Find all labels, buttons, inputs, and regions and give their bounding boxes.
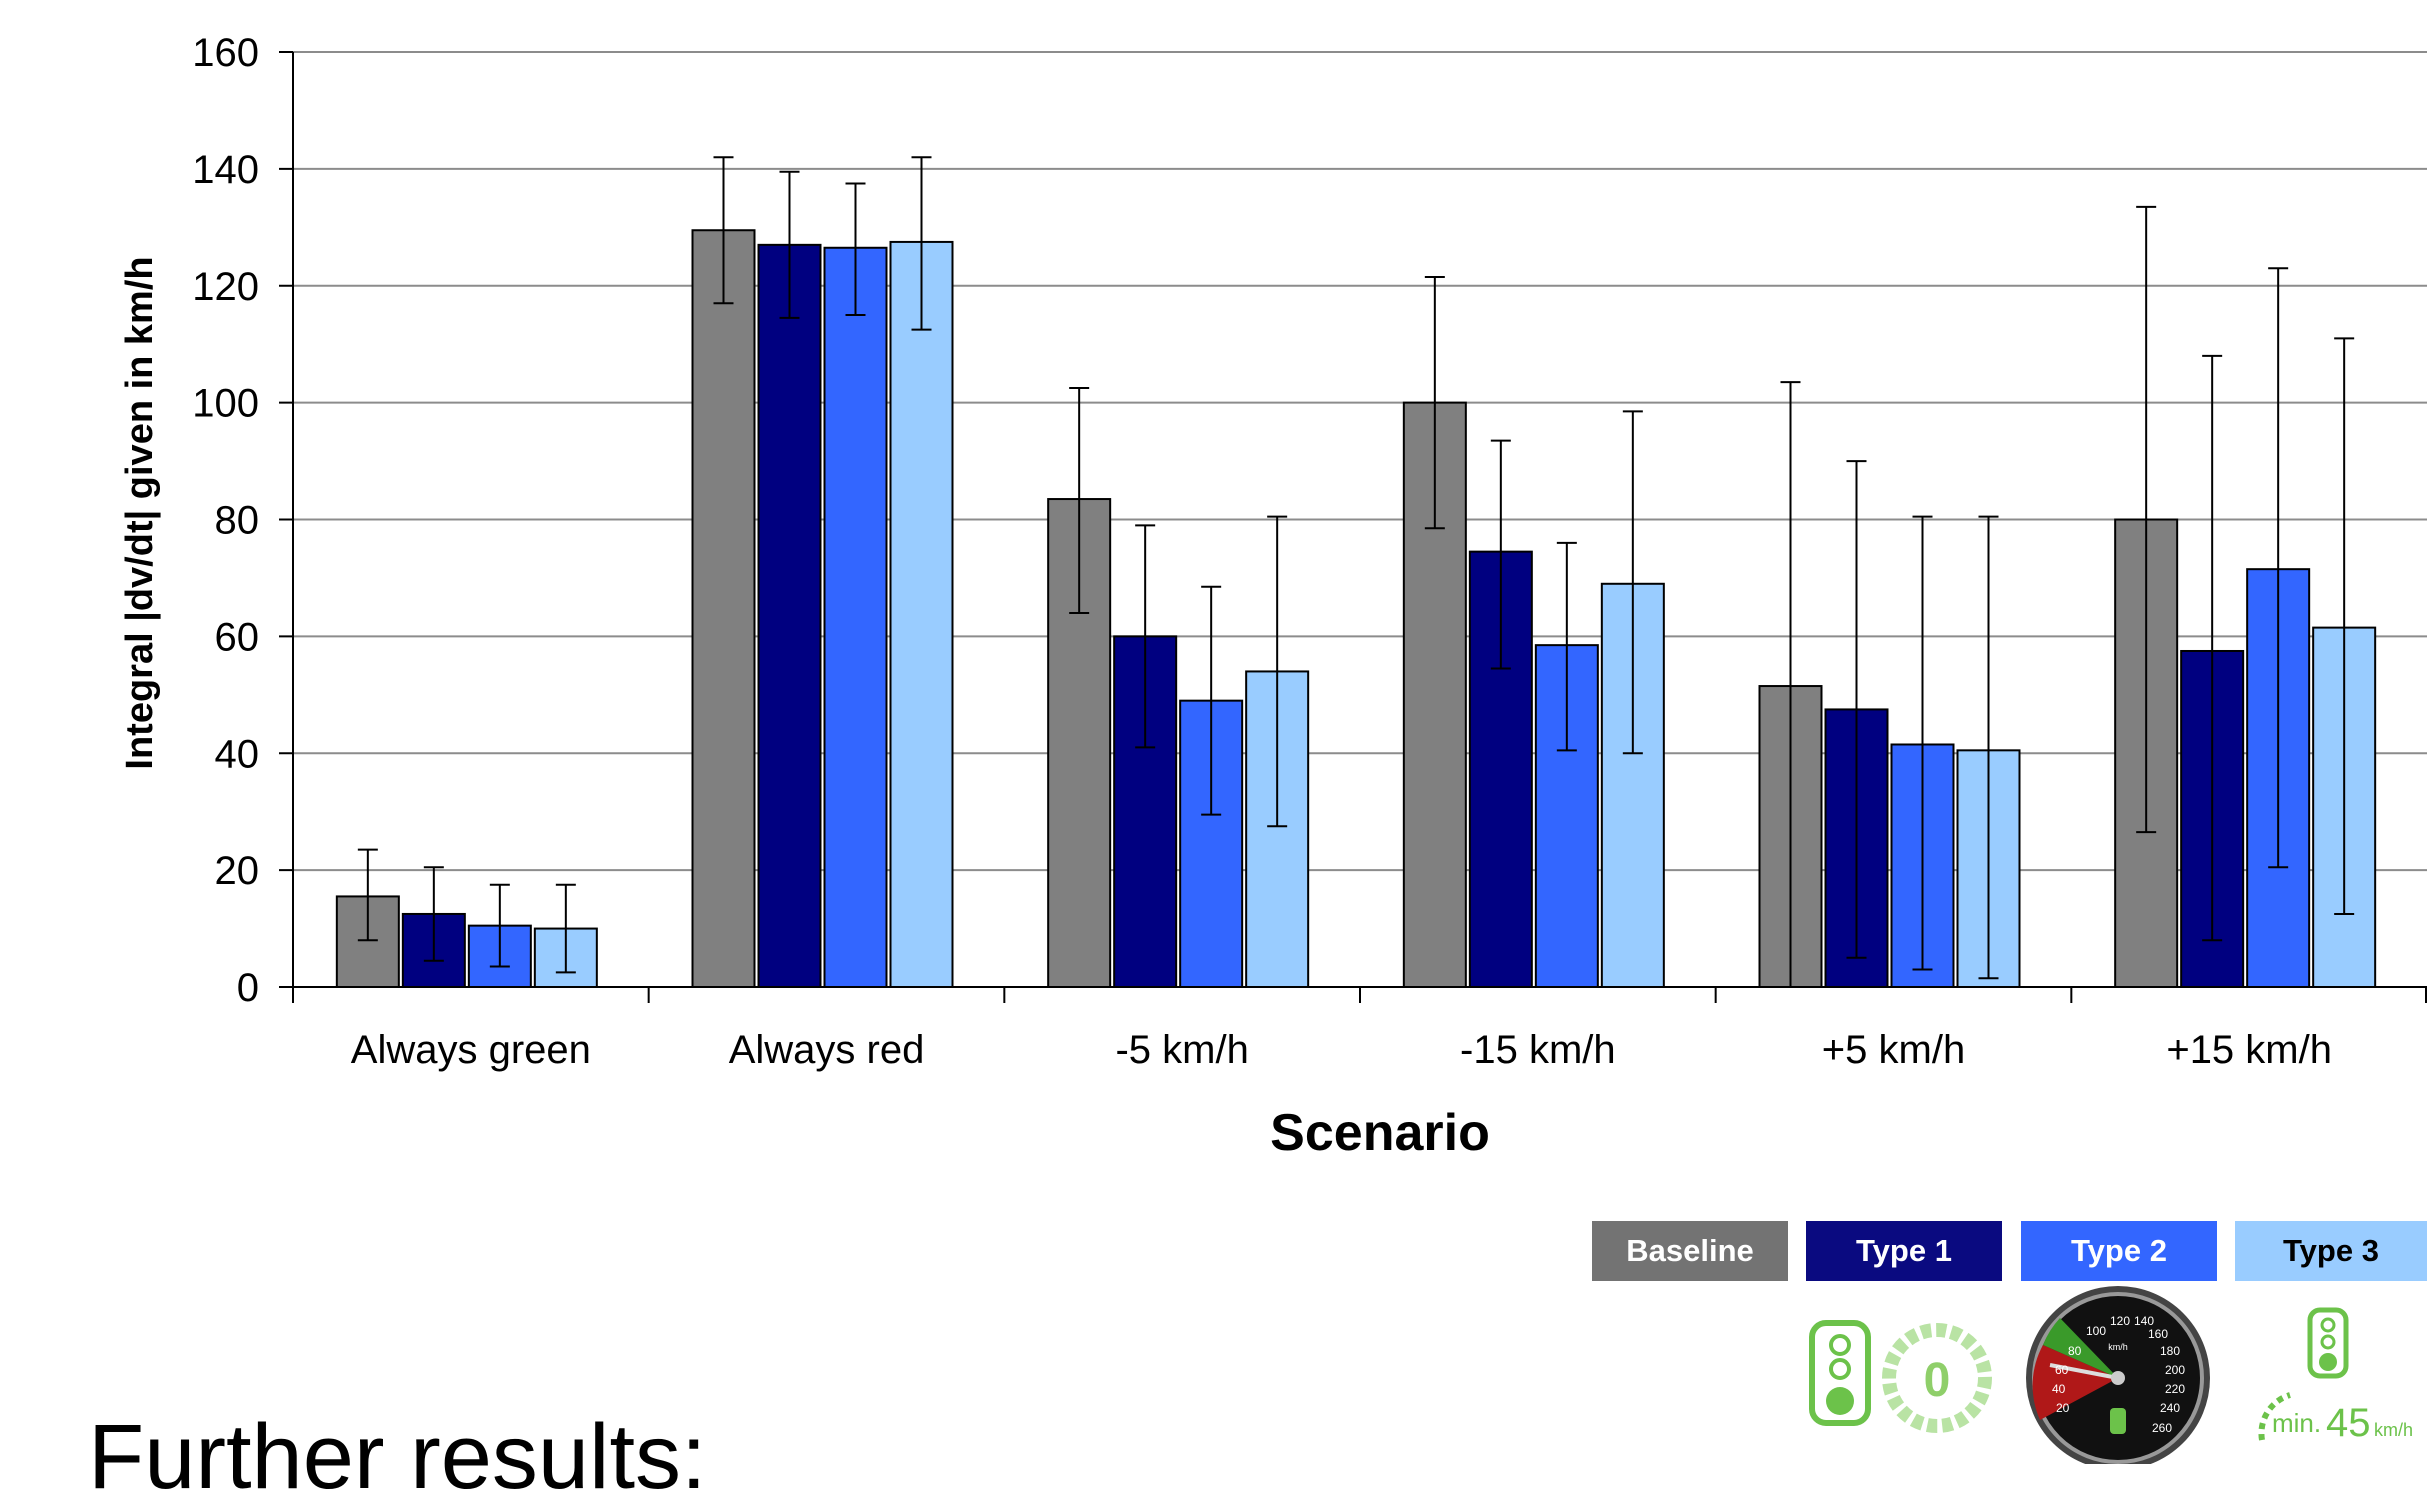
- error-bar: [2334, 337, 2355, 915]
- min-speed-unit: km/h: [2374, 1420, 2413, 1440]
- x-axis: Always green Always red -5 km/h -15 km/h +5 …: [292, 986, 2427, 1072]
- error-bar: [2268, 267, 2289, 869]
- error-bar: [1622, 410, 1643, 755]
- y-tick-label: 60: [215, 615, 260, 659]
- svg-text:40: 40: [2052, 1382, 2066, 1396]
- error-bar: [2202, 354, 2223, 942]
- y-axis: 0 20 40 60 80 100 120 140 160: [192, 31, 294, 1010]
- svg-text:20: 20: [2056, 1401, 2070, 1415]
- error-bar: [713, 156, 734, 305]
- error-bars: [357, 156, 2355, 988]
- x-tick-label: -15 km/h: [1460, 1028, 1616, 1072]
- y-tick-label: 160: [192, 31, 259, 75]
- y-tick-label: 0: [237, 966, 259, 1010]
- error-bar: [1846, 460, 1867, 959]
- error-bar: [1556, 541, 1577, 752]
- y-tick-label: 140: [192, 148, 259, 192]
- error-bar: [1780, 381, 1801, 988]
- bar-type-1-1: [757, 243, 822, 988]
- legend-item-type-3: Type 3: [2235, 1221, 2427, 1281]
- x-tick-label: Always green: [351, 1028, 591, 1072]
- further-results-heading: Further results:: [88, 1406, 707, 1508]
- error-bar: [2136, 205, 2157, 834]
- bar-type-2-1: [823, 246, 888, 988]
- svg-text:120: 120: [2110, 1314, 2130, 1328]
- error-bar: [1978, 515, 1999, 980]
- y-tick-label: 80: [215, 499, 260, 543]
- error-bar: [1135, 524, 1156, 749]
- y-tick-label: 100: [192, 382, 259, 426]
- min-speed-prefix: min.: [2272, 1408, 2321, 1438]
- svg-text:240: 240: [2160, 1401, 2180, 1415]
- x-tick-label: Always red: [729, 1028, 925, 1072]
- legend-item-type-2: Type 2: [2021, 1221, 2217, 1281]
- y-axis-title: Integral |dv/dt| given in km/h: [119, 256, 161, 769]
- svg-text:180: 180: [2160, 1344, 2180, 1358]
- error-bar: [1424, 275, 1445, 530]
- error-bar: [1069, 387, 1090, 614]
- legend-item-type-1: Type 1: [1806, 1221, 2002, 1281]
- x-tick-label: -5 km/h: [1115, 1028, 1248, 1072]
- speedometer-icon: 100 120 140 160 180 200 220 240 260 80 6…: [2026, 1286, 2210, 1464]
- x-tick-label: +15 km/h: [2166, 1028, 2332, 1072]
- svg-text:160: 160: [2148, 1327, 2168, 1341]
- traffic-light-min-speed-icon: min. 45 km/h: [2258, 1307, 2413, 1445]
- bar-baseline-2: [1047, 498, 1112, 988]
- svg-text:140: 140: [2134, 1314, 2154, 1328]
- gridlines: [293, 51, 2427, 872]
- svg-text:80: 80: [2068, 1344, 2082, 1358]
- y-tick-label: 20: [215, 849, 260, 893]
- x-axis-title: Scenario: [1270, 1104, 1490, 1162]
- y-tick-label: 120: [192, 265, 259, 309]
- error-bar: [779, 170, 800, 319]
- y-tick-label: 40: [215, 732, 260, 776]
- error-bar: [1267, 515, 1288, 828]
- error-bar: [357, 848, 378, 942]
- svg-text:220: 220: [2165, 1382, 2185, 1396]
- traffic-light-countdown-icon: 0: [1809, 1320, 1992, 1433]
- error-bar: [911, 156, 932, 331]
- error-bar: [1490, 439, 1511, 670]
- legend-item-baseline: Baseline: [1592, 1221, 1788, 1281]
- bar-type-3-1: [889, 240, 954, 988]
- svg-text:260: 260: [2152, 1421, 2172, 1435]
- error-bar: [845, 182, 866, 316]
- svg-text:60: 60: [2055, 1363, 2069, 1377]
- svg-text:100: 100: [2086, 1324, 2106, 1338]
- min-speed-value: 45: [2326, 1401, 2371, 1445]
- error-bar: [489, 883, 510, 968]
- countdown-value: 0: [1924, 1354, 1951, 1407]
- bars: [335, 229, 2377, 988]
- bar-baseline-1: [691, 229, 756, 988]
- svg-text:200: 200: [2165, 1363, 2185, 1377]
- error-bar: [1201, 585, 1222, 816]
- error-bar: [555, 883, 576, 974]
- error-bar: [423, 866, 444, 962]
- svg-text:km/h: km/h: [2108, 1342, 2128, 1352]
- error-bar: [1912, 515, 1933, 971]
- x-tick-label: +5 km/h: [1822, 1028, 1965, 1072]
